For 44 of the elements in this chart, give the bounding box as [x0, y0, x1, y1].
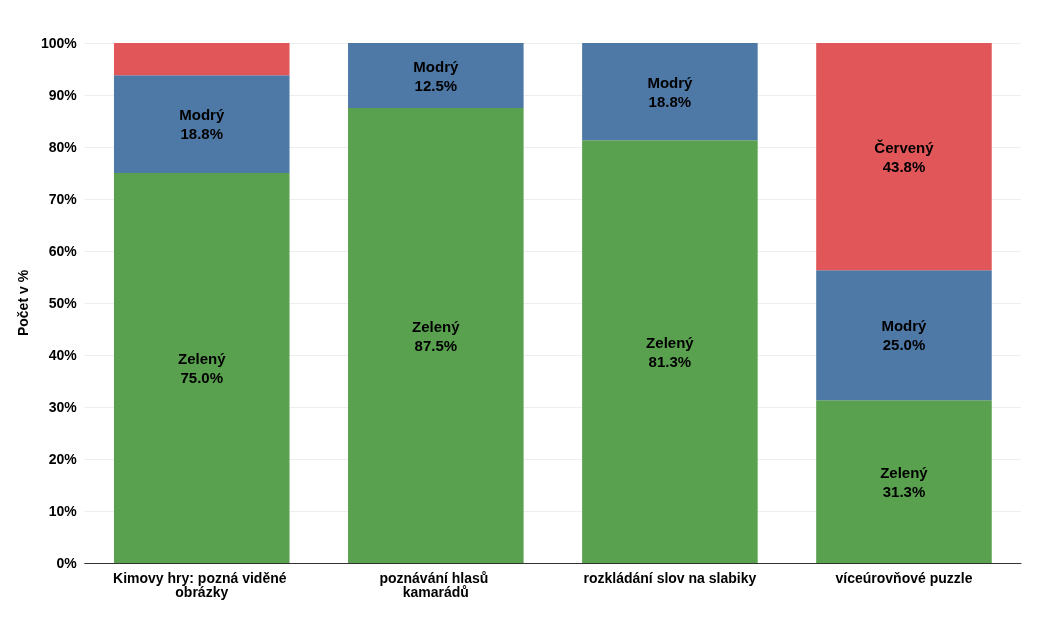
- x-tick-label: Kimovy hry: pozná viděné obrázky: [113, 570, 291, 600]
- y-tick-label: 30%: [48, 399, 78, 415]
- text: Zelený: [412, 317, 460, 335]
- text: Zelený: [646, 333, 694, 351]
- data-label: 75.0%: [180, 369, 224, 386]
- series-label: Zelený: [880, 463, 929, 481]
- y-axis-title: Počet v %: [15, 269, 31, 337]
- data-label: 12.5%: [414, 76, 458, 94]
- bar: [113, 173, 290, 563]
- bar: [816, 270, 992, 401]
- text: Modrý: [881, 317, 927, 335]
- data-label: 81.3%: [648, 352, 692, 370]
- bar: [348, 43, 524, 108]
- data-label: 31.3%: [882, 482, 926, 500]
- y-tick-label: 40%: [48, 347, 78, 363]
- y-tick-label: 10%: [48, 503, 78, 519]
- bar: [582, 43, 758, 141]
- y-tick-label: 50%: [48, 295, 78, 311]
- y-tick-label: 100%: [40, 35, 78, 51]
- y-tick-label: 80%: [48, 139, 78, 155]
- bar: [113, 43, 290, 76]
- data-label: 18.8%: [180, 125, 224, 143]
- series-label: Červený: [874, 138, 935, 156]
- bar: [816, 43, 992, 271]
- series-label: Modrý: [413, 57, 459, 75]
- bar: [582, 140, 758, 563]
- y-tick-label: 90%: [48, 87, 78, 103]
- data-label: 25.0%: [882, 336, 926, 354]
- data-label: 18.8%: [648, 92, 692, 110]
- data-label: 43.8%: [882, 157, 926, 175]
- text: Modrý: [179, 106, 225, 124]
- bar: [816, 400, 992, 563]
- bar: [348, 108, 524, 563]
- text: Zelený: [177, 350, 226, 367]
- y-tick-label: 70%: [48, 191, 78, 207]
- bar: [113, 75, 290, 173]
- x-tick-label: víceúrovňové puzzle: [835, 570, 973, 586]
- data-label: 87.5%: [414, 336, 458, 354]
- y-tick-label: 20%: [48, 451, 78, 467]
- y-tick-label: 0%: [56, 555, 78, 571]
- x-tick-label: poznávání hlasů kamarádů: [379, 570, 493, 600]
- text: Modrý: [647, 73, 693, 91]
- x-tick-label: rozkládání slov na slabiky: [583, 570, 757, 586]
- y-tick-label: 60%: [48, 243, 78, 259]
